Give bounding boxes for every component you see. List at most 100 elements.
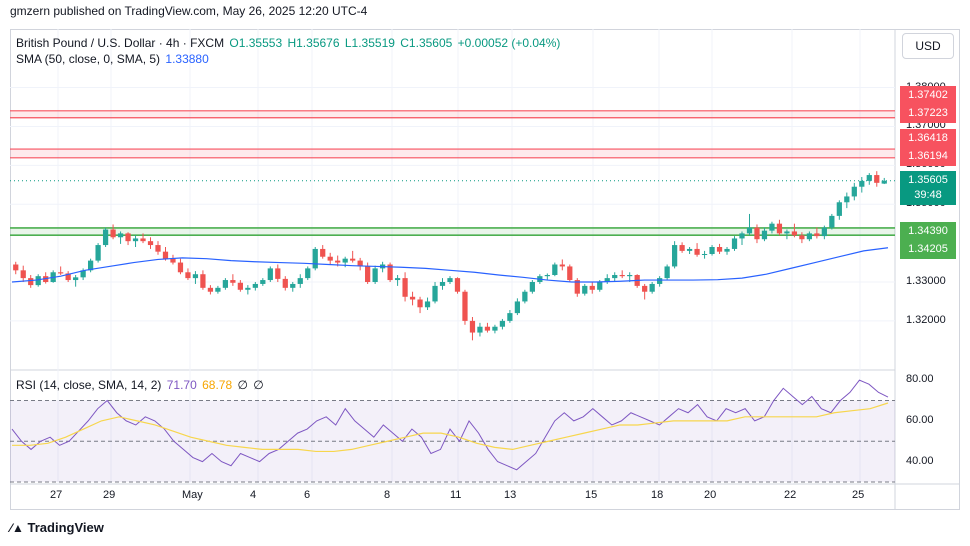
candle-body [761, 230, 768, 240]
time-axis-tick: 11 [450, 489, 462, 501]
candle-body [477, 326, 483, 333]
close-value: C1.35605 [400, 36, 453, 50]
candle-body [117, 233, 124, 238]
candle-body [200, 274, 206, 288]
candle-body [125, 233, 131, 242]
candle-body [469, 320, 476, 333]
candle-body [162, 251, 169, 259]
candle-body [305, 268, 311, 279]
candle-body [132, 238, 139, 242]
candle-body [492, 326, 498, 331]
resistance-tag-1: 1.37402 [900, 86, 956, 105]
publisher-line: gmzern published on TradingView.com, May… [10, 4, 368, 18]
sma-legend: SMA (50, close, 0, SMA, 5) 1.33880 [16, 52, 211, 66]
rsi-axis-tick: 80.00 [906, 373, 934, 386]
low-value: L1.35519 [344, 36, 395, 50]
candle-body [529, 282, 535, 292]
candle-body [58, 272, 64, 274]
candle-body [155, 245, 161, 252]
candle-body [335, 260, 341, 263]
candle-body [701, 254, 708, 255]
candle-body [95, 245, 101, 261]
candle-body [417, 299, 423, 308]
candle-body [372, 268, 378, 282]
time-axis-tick: May [182, 489, 203, 501]
resistance-zone-upper [10, 110, 895, 118]
candle-body [185, 272, 191, 279]
candle-body [87, 260, 94, 271]
candle-body [799, 235, 805, 240]
candle-body [237, 282, 243, 290]
resistance-tag-4: 1.36194 [900, 147, 956, 166]
candle-body [694, 248, 700, 255]
support-zone [10, 227, 895, 236]
candle-body [686, 248, 693, 251]
candle-body [320, 248, 326, 257]
candle-body [245, 287, 251, 290]
candle-body [784, 231, 790, 234]
candle-body [177, 262, 184, 273]
time-axis-tick: 18 [651, 489, 664, 501]
rsi-extra-1: ∅ [237, 378, 248, 392]
symbol-label: British Pound / U.S. Dollar · 4h · FXCM [16, 36, 225, 50]
candle-body [147, 241, 154, 246]
resistance-tag-3: 1.36418 [900, 129, 956, 148]
candle-body [35, 276, 41, 286]
candle-body [454, 278, 461, 292]
time-axis-tick: 22 [784, 489, 797, 501]
candle-body [814, 233, 820, 237]
candle-body [462, 291, 468, 321]
price-axis-tick: 1.33000 [906, 275, 946, 287]
candle-body [589, 285, 595, 290]
candle-body [657, 278, 663, 284]
currency-button[interactable]: USD [902, 33, 954, 59]
countdown-tag: 39:48 [900, 186, 956, 205]
candle-body [866, 175, 872, 181]
rsi-label: RSI (14, close, SMA, 14, 2) [16, 378, 162, 392]
candle-body [365, 266, 371, 282]
candle-body [13, 264, 19, 271]
time-axis-tick: 27 [50, 489, 63, 501]
candle-body [776, 223, 783, 234]
time-axis-tick: 13 [504, 489, 517, 501]
candle-body [559, 264, 565, 267]
candle-body [387, 264, 393, 281]
candle-body [821, 227, 827, 237]
time-axis-tick: 25 [852, 489, 865, 501]
candle-body [432, 285, 438, 302]
tradingview-logo[interactable]: ⁄▲ TradingView [10, 520, 104, 535]
candle-body [619, 275, 625, 277]
candle-body [544, 275, 550, 277]
candle-body [731, 238, 738, 249]
rsi-legend: RSI (14, close, SMA, 14, 2) 71.70 68.78 … [16, 378, 266, 392]
chart-frame[interactable] [10, 29, 960, 510]
time-axis-tick: 15 [585, 489, 598, 501]
candle-body [73, 277, 79, 281]
candle-body [267, 268, 273, 281]
candle-body [507, 313, 513, 321]
rsi-value: 71.70 [166, 378, 197, 392]
open-value: O1.35553 [229, 36, 283, 50]
candle-body [791, 231, 798, 236]
candle-body [439, 282, 446, 286]
candle-body [679, 245, 685, 251]
candle-body [499, 320, 506, 327]
candle-body [215, 287, 221, 292]
resistance-zone-lower [10, 149, 895, 158]
time-axis-tick: 6 [304, 489, 311, 501]
sma-label: SMA (50, close, 0, SMA, 5) [16, 52, 161, 66]
candle-body [402, 278, 408, 297]
candle-body [357, 260, 363, 267]
rsi-sma-value: 68.78 [202, 378, 233, 392]
candle-body [754, 227, 760, 240]
candle-body [649, 283, 655, 292]
candle-body [769, 223, 775, 231]
candle-body [567, 266, 573, 281]
candle-body [627, 275, 633, 277]
candle-body [836, 202, 842, 216]
candle-body [664, 266, 670, 279]
rsi-axis-tick: 60.00 [906, 413, 934, 426]
candle-body [874, 175, 880, 183]
candle-body [552, 264, 558, 275]
